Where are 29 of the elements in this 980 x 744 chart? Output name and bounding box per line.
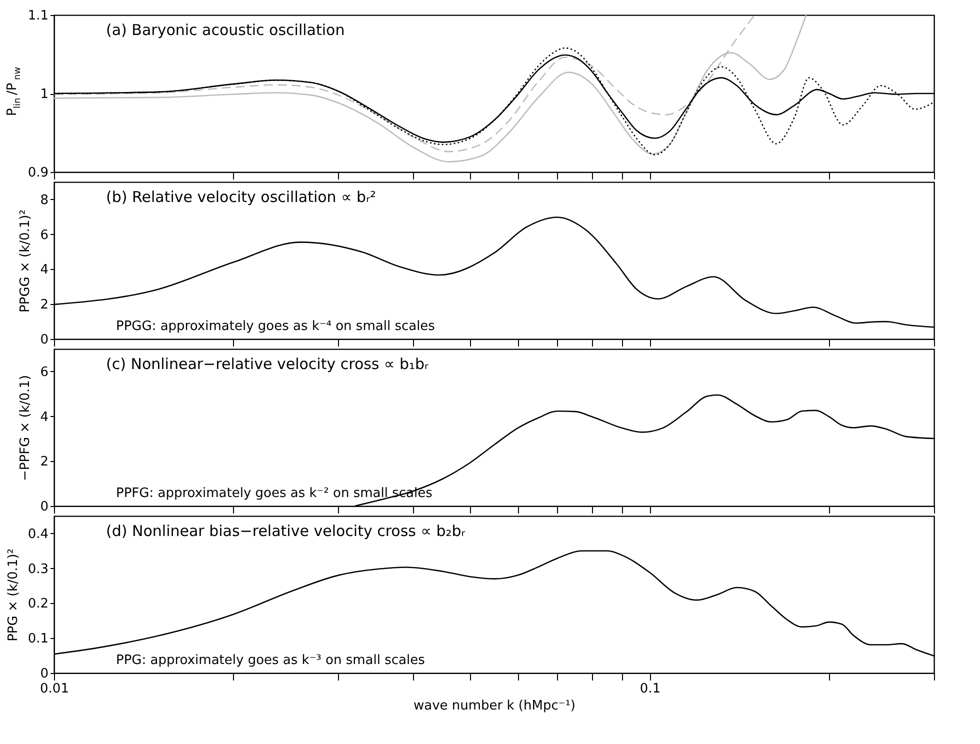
y-tick-label: 1 — [40, 87, 48, 102]
annotation: PPGG: approximately goes as k⁻⁴ on small scales — [116, 319, 436, 334]
y-axis-title: PPGG × (k/0.1)² — [18, 210, 34, 312]
chart-title: (a) Baryonic acoustic oscillation — [106, 21, 345, 39]
y-tick-label: 4 — [40, 410, 48, 425]
y-tick-label: 0.1 — [28, 632, 48, 647]
annotation: PPG: approximately goes as k⁻³ on small scales — [116, 653, 426, 668]
y-tick-label: 6 — [40, 364, 48, 380]
y-tick-label: 8 — [40, 192, 48, 208]
y-tick-label: 0.9 — [28, 166, 48, 180]
y-tick-label: 2 — [40, 454, 48, 470]
y-tick-label: 0.2 — [28, 596, 48, 612]
chart-title: (d) Nonlinear bias−relative velocity cross ∝ b₂bᵣ — [106, 522, 466, 540]
x-tick-label: 0.01 — [40, 682, 69, 696]
y-axis-title: −PPFG × (k/0.1) — [18, 374, 34, 482]
y-tick-label: 0 — [40, 666, 48, 682]
x-axis-title: wave number k (hMpc⁻¹) — [413, 698, 576, 714]
chart-title: (c) Nonlinear−relative velocity cross ∝ b₁bᵣ — [106, 355, 429, 373]
y-tick-label: 0 — [40, 500, 48, 514]
y-tick-label: 0.3 — [28, 562, 48, 577]
y-tick-label: 6 — [40, 228, 48, 243]
y-tick-label: 1.1 — [28, 8, 48, 24]
y-tick-label: 0 — [40, 332, 48, 348]
y-tick-label: 2 — [40, 298, 48, 313]
y-axis-title: PPG × (k/0.1)² — [6, 548, 21, 642]
y-tick-label: 4 — [40, 262, 48, 278]
y-tick-label: 0.4 — [28, 526, 48, 542]
chart-title: (b) Relative velocity oscillation ∝ bᵣ² — [106, 188, 376, 206]
y-axis-title: Plin/Pnw — [5, 66, 23, 116]
